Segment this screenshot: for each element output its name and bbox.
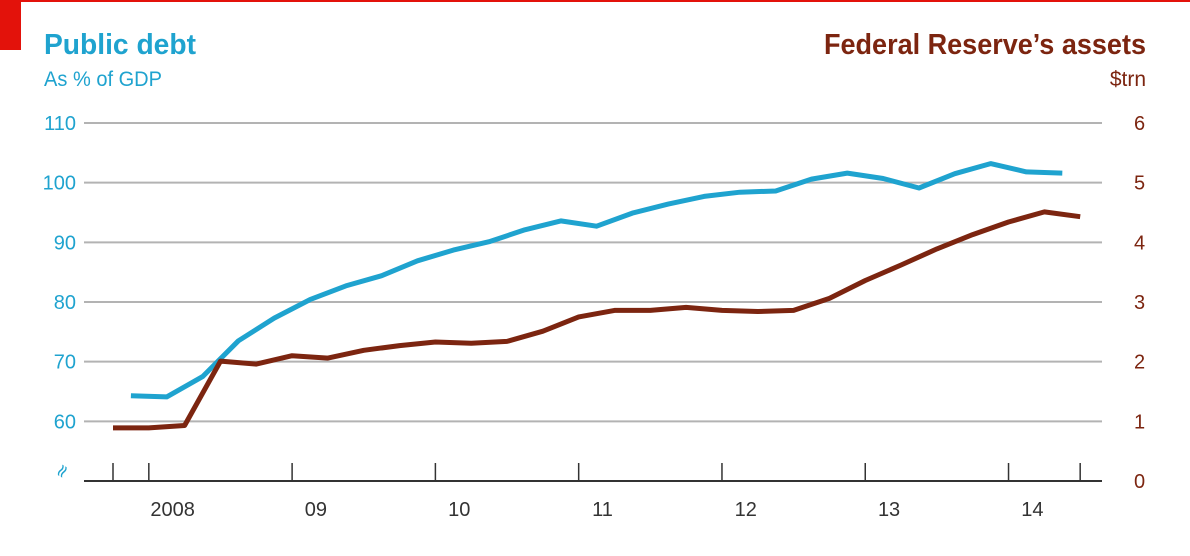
x-tick-label: 14 <box>1021 499 1043 521</box>
x-tick-label: 10 <box>448 499 470 521</box>
right-title: Federal Reserve’s assets <box>824 29 1146 61</box>
right-axis: 6 5 4 3 2 1 0 <box>1134 113 1145 493</box>
left-tick-label: 110 <box>44 113 76 135</box>
axis-break-icon: ≈ <box>50 459 76 483</box>
x-axis: 2008 09 10 11 12 13 14 <box>84 463 1102 521</box>
fed-assets-line <box>113 209 1081 431</box>
left-title: Public debt <box>44 29 196 61</box>
public-debt-line <box>130 161 1063 400</box>
left-tick-label: 80 <box>54 292 76 314</box>
x-tick-label: 09 <box>305 499 327 521</box>
left-tick-label: 60 <box>54 411 76 433</box>
x-tick-label: 2008 <box>150 499 195 521</box>
accent-tag <box>0 0 21 50</box>
right-tick-label: 3 <box>1134 292 1145 314</box>
gridlines <box>84 122 1102 423</box>
left-subtitle: As % of GDP <box>44 68 162 91</box>
right-tick-label: 6 <box>1134 113 1145 135</box>
top-rule <box>0 0 1190 2</box>
x-tick-label: 11 <box>592 499 613 521</box>
x-tick-label: 12 <box>735 499 757 521</box>
right-subtitle: $trn <box>1110 68 1146 91</box>
left-tick-label: 90 <box>54 232 76 254</box>
series-lines <box>113 161 1081 431</box>
left-tick-label: 70 <box>54 352 76 374</box>
right-tick-label: 2 <box>1134 352 1145 374</box>
right-tick-label: 1 <box>1134 411 1145 433</box>
right-tick-label: 0 <box>1134 471 1145 493</box>
left-tick-label: 100 <box>43 173 76 195</box>
right-tick-label: 5 <box>1134 173 1145 195</box>
right-tick-label: 4 <box>1134 232 1145 254</box>
left-axis: 110 100 90 80 70 60 ≈ <box>43 113 76 483</box>
x-tick-label: 13 <box>878 499 900 521</box>
